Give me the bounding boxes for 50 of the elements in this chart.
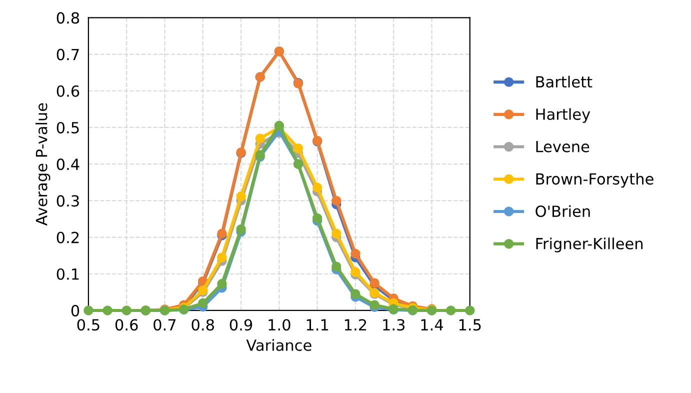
- x-tick-label: 1.2: [344, 319, 366, 330]
- point: [102, 306, 112, 316]
- point: [312, 182, 322, 192]
- point: [84, 306, 94, 316]
- x-axis-title: Variance: [246, 339, 312, 351]
- x-tick-label: 0.6: [115, 319, 138, 331]
- legend-label: O'Brien: [536, 205, 590, 218]
- x-tick-label: 1.3: [383, 319, 405, 331]
- y-tick-label: 0.7: [56, 48, 79, 60]
- x-tick-label: 0.5: [77, 319, 100, 331]
- point: [370, 278, 380, 288]
- point: [350, 248, 360, 259]
- point: [236, 224, 246, 234]
- x-tick-label: 0.8: [192, 319, 214, 331]
- y-axis-title: Average P-value: [35, 103, 50, 226]
- legend-label: Frigner-Killeen: [536, 238, 643, 252]
- point: [370, 300, 380, 310]
- y-tick-label: 0.2: [56, 232, 79, 244]
- point: [332, 262, 342, 272]
- point: [312, 213, 322, 224]
- y-tick-label: 0.6: [56, 85, 80, 97]
- x-tick-label: 1.1: [306, 319, 328, 330]
- point: [236, 191, 246, 202]
- y-tick-label: 0.3: [56, 195, 79, 207]
- x-tick-label: 1.0: [268, 319, 290, 331]
- x-tick-label: 0.9: [230, 319, 252, 331]
- point: [332, 196, 342, 206]
- x-tick-label: 1.4: [421, 319, 444, 330]
- legend-label: Hartley: [536, 108, 590, 123]
- y-tick-label: 0: [71, 304, 80, 316]
- y-tick-label: 0.4: [56, 158, 80, 170]
- point: [217, 252, 227, 262]
- point: [350, 267, 360, 277]
- x-tick-label: 0.7: [154, 319, 176, 331]
- y-tick-label: 0.5: [56, 122, 79, 134]
- point: [465, 306, 475, 316]
- y-tick-label: 0.1: [56, 268, 79, 280]
- legend-label: Levene: [536, 140, 590, 152]
- point: [350, 289, 360, 299]
- y-tick-label: 0.8: [56, 12, 80, 24]
- point: [293, 143, 304, 154]
- point: [332, 228, 342, 238]
- point: [122, 306, 132, 316]
- legend-label: Bartlett: [536, 76, 592, 88]
- point: [198, 298, 208, 308]
- point: [217, 278, 227, 289]
- legend-label: Brown-Forsythe: [536, 172, 654, 188]
- point: [446, 306, 456, 316]
- x-tick-label: 1.5: [459, 319, 481, 331]
- point: [255, 134, 265, 144]
